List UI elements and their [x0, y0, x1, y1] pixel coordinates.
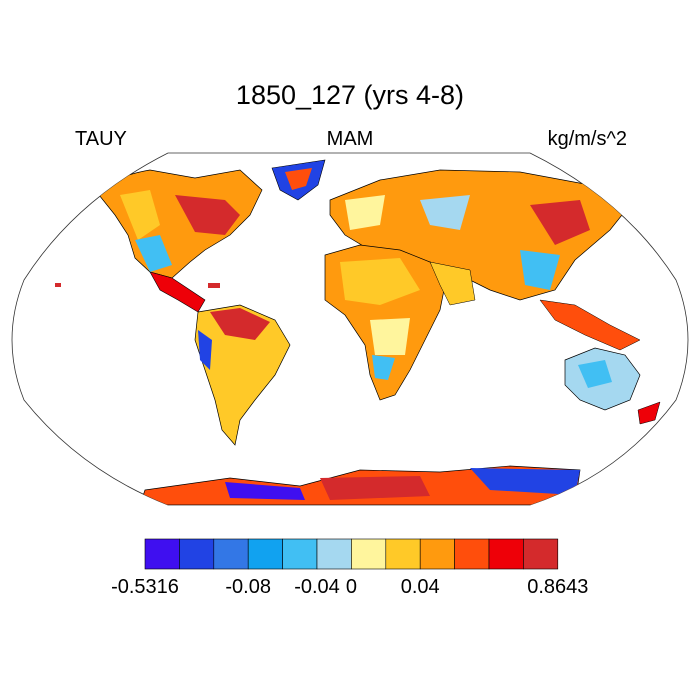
season-label: MAM: [326, 128, 374, 150]
colorbar-tick-label: -0.08: [225, 576, 271, 598]
colorbar-tick-label: 0: [345, 576, 357, 598]
island-caribbean: [208, 283, 220, 288]
south-america-west: [198, 330, 212, 370]
greenland-inner: [285, 168, 312, 190]
plot-title: 1850_127 (yrs 4-8): [235, 80, 465, 110]
europe-yellow: [345, 195, 385, 230]
north-america-blue: [135, 235, 172, 272]
central-america: [149, 271, 206, 313]
antarctica-blue-east: [470, 468, 580, 495]
colorbar-tick-label: -0.04: [294, 576, 340, 598]
colorbar-swatch: [179, 538, 215, 570]
southeast-asia: [539, 299, 641, 351]
asia-south-blue: [520, 250, 560, 290]
colorbar-swatch: [419, 538, 455, 570]
africa-sahara: [340, 258, 420, 305]
north-america-east: [175, 195, 240, 235]
north-america-west: [120, 190, 160, 240]
arabia: [429, 261, 476, 306]
antarctica-blue-west: [225, 482, 305, 500]
asia-blue: [420, 195, 470, 230]
africa-blue: [372, 355, 395, 380]
variable-label: TAUY: [75, 128, 127, 150]
antarctica-red: [320, 476, 430, 500]
colorbar-tick-label: 0.8643: [527, 576, 589, 598]
asia-red: [530, 200, 590, 245]
colorbar-swatch: [282, 538, 318, 570]
colorbar-swatch: [488, 538, 524, 570]
colorbar-swatch: [213, 538, 249, 570]
colorbar-swatch: [454, 538, 490, 570]
south-america: [194, 304, 291, 446]
units-label: kg/m/s^2: [547, 128, 627, 150]
island-hawaii: [55, 283, 61, 287]
colorbar-swatch: [523, 538, 559, 570]
colorbar-tick-label: -0.5316: [111, 576, 179, 598]
colorbar-swatch: [385, 538, 421, 570]
new-zealand: [637, 401, 661, 425]
south-america-north: [210, 308, 270, 340]
colorbar-swatch: [316, 538, 352, 570]
colorbar-swatch: [247, 538, 283, 570]
africa-central: [370, 318, 410, 355]
colorbar-swatch: [351, 538, 387, 570]
australia-inner: [578, 360, 612, 388]
colorbar-tick-label: 0.04: [400, 576, 440, 598]
colorbar-swatch: [144, 538, 180, 570]
